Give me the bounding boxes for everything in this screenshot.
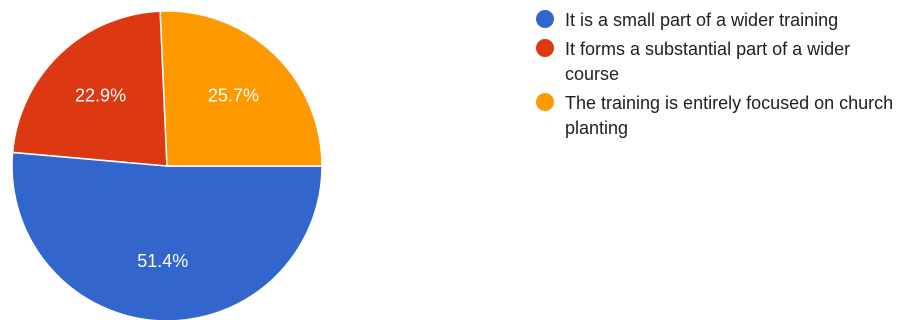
- slice-entirely-focused[interactable]: [159, 10, 323, 167]
- slice-percent-label: 51.4%: [137, 251, 188, 271]
- slice-percent-label: 25.7%: [208, 85, 259, 105]
- legend-item[interactable]: The training is entirely focused on chur…: [536, 91, 902, 141]
- legend-swatch-icon: [536, 39, 554, 57]
- legend-swatch-icon: [536, 10, 554, 28]
- legend-item[interactable]: It is a small part of a wider training: [536, 8, 902, 33]
- slice-substantial-part[interactable]: [11, 10, 168, 167]
- chart-legend: It is a small part of a wider training I…: [536, 8, 902, 145]
- legend-label: It is a small part of a wider training: [565, 10, 839, 30]
- legend-item[interactable]: It forms a substantial part of a wider c…: [536, 37, 902, 87]
- slice-small-part[interactable]: [11, 151, 323, 320]
- slice-percent-label: 22.9%: [75, 85, 126, 105]
- pie-chart: 51.4% 22.9% 25.7%: [11, 10, 323, 320]
- legend-swatch-icon: [536, 93, 554, 111]
- legend-label: It forms a substantial part of a wider c…: [565, 39, 851, 84]
- legend-label: The training is entirely focused on chur…: [565, 93, 894, 138]
